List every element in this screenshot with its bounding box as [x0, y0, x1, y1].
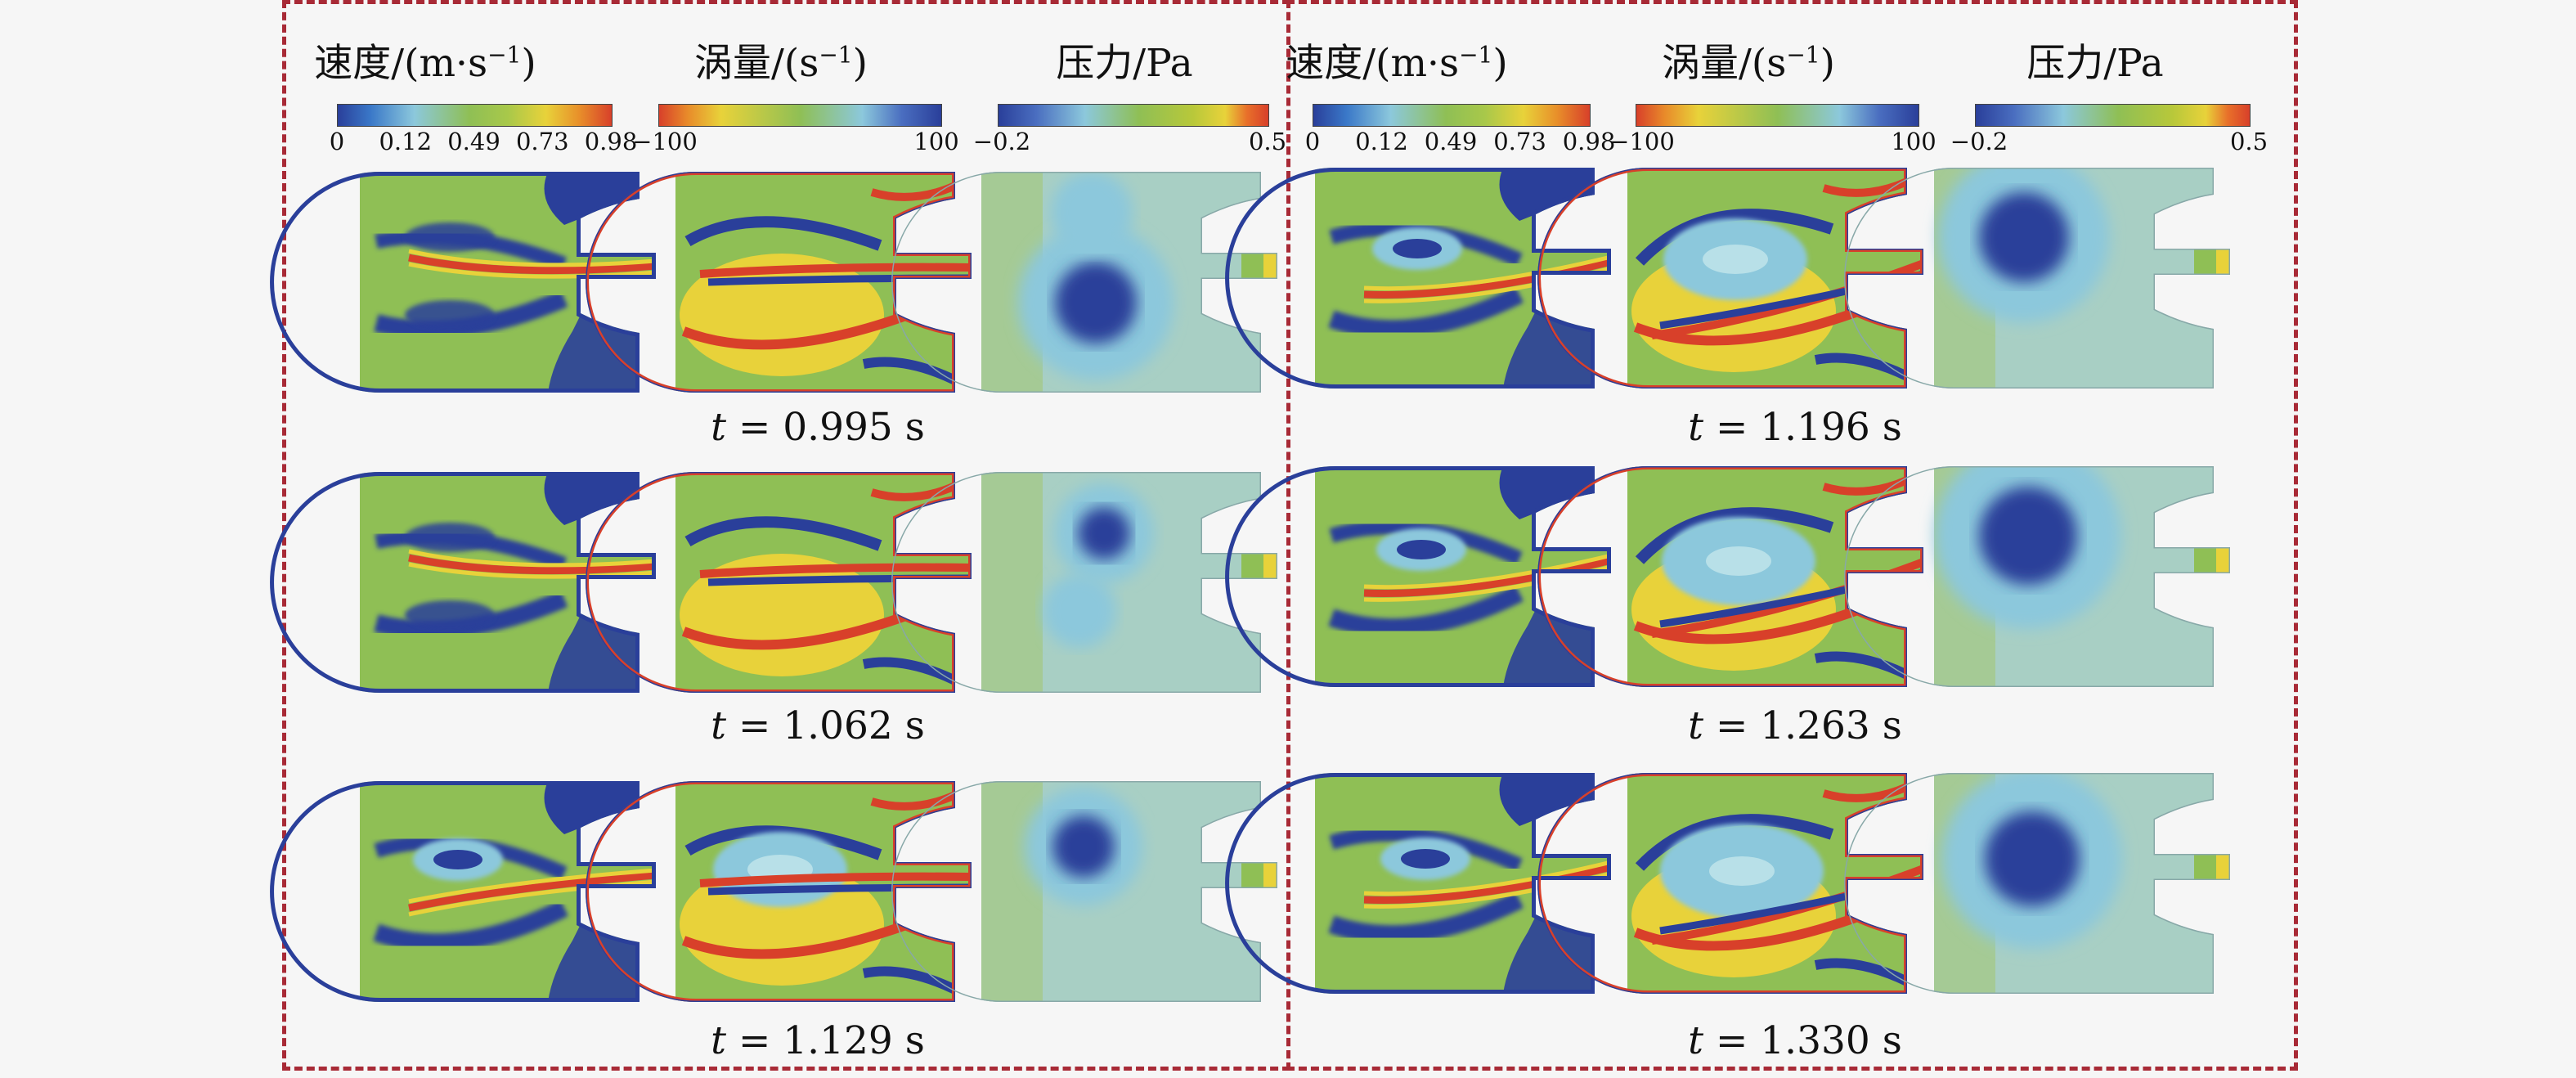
vorticity-field-right-2: [1537, 466, 1924, 687]
time-symbol: t: [711, 1018, 726, 1063]
pressure-tick-max-right: 0.5: [2229, 128, 2269, 155]
time-value-text: = 1.263 s: [1715, 703, 1902, 748]
speed-tick-left-2: 0.49: [447, 128, 500, 155]
vorticity-title-right-exponent: −1: [1786, 41, 1820, 69]
pressure-tick-min-right: −0.2: [1950, 128, 2008, 155]
speed-tick-right-1: 0.12: [1355, 128, 1408, 155]
vorticity-title-right: 涡量/(s−1): [1662, 31, 1835, 88]
pressure-field-left-2: [891, 472, 1278, 693]
speed-tick-right-0: 0: [1304, 128, 1321, 155]
pressure-field-left-3: [891, 781, 1278, 1002]
time-value-text: = 1.330 s: [1715, 1018, 1902, 1063]
speed-title-left-text: 速度/(m·s: [314, 41, 488, 86]
time-value: [726, 703, 738, 748]
vorticity-title-right-tail: ): [1820, 41, 1835, 86]
vorticity-colorbar-right: [1636, 104, 1919, 127]
vorticity-tick-min-left: −100: [632, 128, 698, 155]
time-symbol: t: [711, 405, 726, 450]
speed-tick-right-3: 0.73: [1493, 128, 1546, 155]
speed-tick-left-0: 0: [329, 128, 345, 155]
speed-title-right-text: 速度/(m·s: [1286, 41, 1460, 86]
speed-colorbar-left: [337, 104, 613, 127]
vorticity-tick-max-left: 100: [913, 128, 959, 155]
time-symbol: t: [1688, 405, 1703, 450]
speed-field-left-2: [270, 472, 657, 693]
time-label-right-3: t = 1.330 s: [1688, 1018, 1902, 1063]
time-label-right-2: t = 1.263 s: [1688, 703, 1902, 748]
vorticity-field-right-1: [1537, 168, 1924, 389]
pressure-field-left-1: [891, 172, 1278, 393]
time-symbol: t: [1688, 1018, 1703, 1063]
time-label-left-3: t = 1.129 s: [711, 1018, 925, 1063]
time-label-right-1: t = 1.196 s: [1688, 405, 1902, 450]
speed-tick-left-3: 0.73: [515, 128, 569, 155]
vorticity-field-right-3: [1537, 773, 1924, 994]
time-label-left-1: t = 0.995 s: [711, 405, 925, 450]
time-value-text: = 1.196 s: [1715, 405, 1902, 450]
speed-field-right-3: [1225, 773, 1612, 994]
time-value-text: = 1.062 s: [738, 703, 925, 748]
speed-title-left-tail: ): [521, 41, 536, 86]
time-label-left-2: t = 1.062 s: [711, 703, 925, 748]
speed-tick-left-1: 0.12: [379, 128, 433, 155]
speed-title-left: 速度/(m·s−1): [314, 31, 536, 88]
speed-field-left-3: [270, 781, 657, 1002]
pressure-field-right-3: [1844, 773, 2231, 994]
time-value: [726, 1018, 738, 1063]
pressure-field-right-2: [1844, 466, 2231, 687]
vorticity-title-left: 涡量/(s−1): [694, 31, 868, 88]
speed-tick-right-2: 0.49: [1424, 128, 1478, 155]
time-value: [1703, 703, 1716, 748]
pressure-colorbar-left: [998, 104, 1269, 127]
time-value-text: = 1.129 s: [738, 1018, 925, 1063]
vorticity-tick-max-right: 100: [1891, 128, 1936, 155]
right-panel-frame: [1286, 0, 2298, 1071]
time-value: [1703, 1018, 1716, 1063]
speed-title-right-exponent: −1: [1459, 41, 1493, 69]
pressure-title-left: 压力/Pa: [1056, 41, 1193, 86]
speed-title-left-exponent: −1: [487, 41, 522, 69]
time-value-text: = 0.995 s: [738, 405, 925, 450]
vorticity-field-left-2: [586, 472, 972, 693]
vorticity-colorbar-left: [658, 104, 942, 127]
pressure-tick-min-left: −0.2: [972, 128, 1031, 155]
speed-field-right-2: [1225, 466, 1612, 687]
speed-field-left-1: [270, 172, 657, 393]
vorticity-title-right-text: 涡量/(s: [1662, 41, 1787, 86]
vorticity-tick-min-right: −100: [1609, 128, 1675, 155]
time-value: [1703, 405, 1716, 450]
vorticity-title-left-tail: ): [852, 41, 868, 86]
pressure-tick-max-left: 0.5: [1248, 128, 1287, 155]
pressure-colorbar-right: [1975, 104, 2251, 127]
speed-colorbar-right: [1313, 104, 1591, 127]
pressure-title-right: 压力/Pa: [2026, 41, 2164, 86]
vorticity-title-left-exponent: −1: [819, 41, 853, 69]
speed-title-right: 速度/(m·s−1): [1286, 31, 1507, 88]
time-value: [726, 405, 738, 450]
speed-tick-left-4: 0.98: [584, 128, 638, 155]
speed-title-right-tail: ): [1492, 41, 1508, 86]
time-symbol: t: [1688, 703, 1703, 748]
speed-tick-right-4: 0.98: [1562, 128, 1616, 155]
pressure-field-right-1: [1844, 168, 2231, 389]
vorticity-title-left-text: 涡量/(s: [694, 41, 819, 86]
time-symbol: t: [711, 703, 726, 748]
vorticity-field-left-1: [586, 172, 972, 393]
vorticity-field-left-3: [586, 781, 972, 1002]
speed-field-right-1: [1225, 168, 1612, 389]
